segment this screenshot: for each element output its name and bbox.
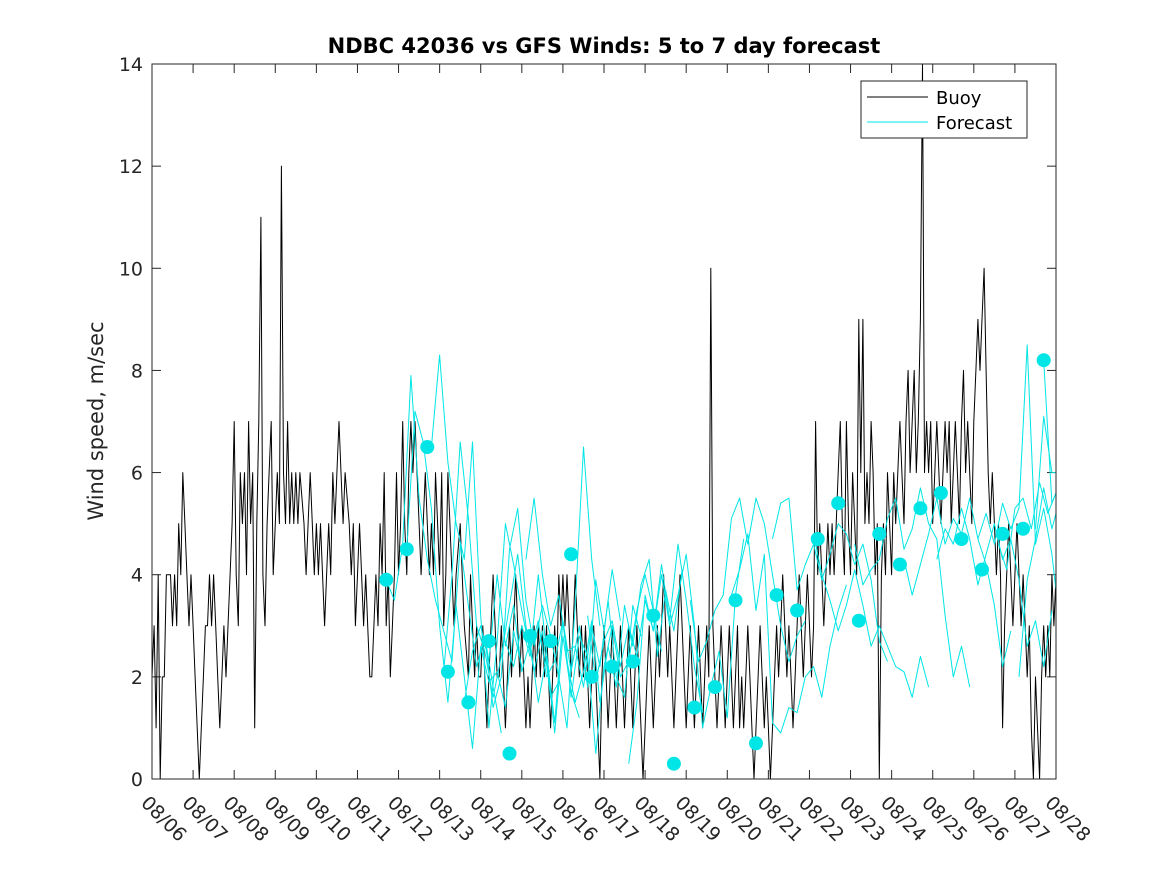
- forecast-marker: [892, 557, 907, 572]
- legend: Buoy Forecast: [860, 80, 1028, 139]
- forecast-run-line: [525, 497, 642, 698]
- plot-frame: [151, 63, 1057, 780]
- forecast-marker: [399, 542, 414, 557]
- y-tick-label: 0: [131, 769, 143, 791]
- forecast-run-line: [406, 410, 523, 749]
- forecast-marker: [543, 634, 558, 649]
- forecast-marker: [481, 634, 496, 649]
- forecast-run-line: [546, 574, 662, 754]
- forecast-marker: [975, 562, 989, 577]
- forecast-run-line: [689, 497, 806, 662]
- chart-title: NDBC 42036 vs GFS Winds: 5 to 7 day fore…: [328, 34, 881, 58]
- legend-label-forecast: Forecast: [936, 113, 1012, 134]
- forecast-marker: [1016, 521, 1031, 536]
- y-axis-title: Wind speed, m/sec: [84, 321, 108, 520]
- forecast-run-line: [443, 441, 560, 698]
- plot-area: [152, 64, 1056, 779]
- y-tick-label: 8: [131, 360, 143, 382]
- buoy-series-line: [151, 63, 1057, 780]
- forecast-run-line: [813, 533, 930, 698]
- series-layer: [151, 63, 1057, 780]
- forecast-run-line: [484, 446, 601, 729]
- forecast-marker: [584, 669, 599, 684]
- forecast-run-line: [936, 507, 1053, 668]
- forecast-marker: [933, 486, 948, 500]
- forecast-marker: [954, 532, 969, 546]
- forecast-marker: [523, 629, 537, 643]
- forecast-run-line: [895, 497, 1012, 668]
- forecast-marker: [1036, 353, 1051, 368]
- forecast-marker: [420, 440, 435, 454]
- forecast-marker: [790, 603, 805, 618]
- forecast-run-line: [772, 497, 888, 662]
- forecast-marker: [851, 613, 866, 628]
- y-tick-label: 12: [119, 156, 143, 178]
- forecast-marker: [605, 659, 620, 674]
- legend-label-buoy: Buoy: [936, 88, 982, 109]
- forecast-marker: [687, 700, 702, 715]
- forecast-marker: [707, 680, 722, 695]
- forecast-run-line: [730, 533, 847, 734]
- forecast-marker: [913, 501, 928, 516]
- forecast-marker: [502, 746, 517, 761]
- y-tick-label: 14: [119, 54, 143, 76]
- forecast-run-line: [1043, 360, 1057, 504]
- forecast-run-line: [385, 375, 502, 734]
- forecast-marker: [872, 526, 887, 541]
- forecast-marker: [831, 496, 846, 511]
- y-tick-labels: 0 2 4 6 8 10 12 14: [119, 54, 143, 791]
- forecast-run-line: [1035, 415, 1056, 529]
- y-tick-label: 6: [131, 463, 143, 485]
- forecast-marker: [440, 664, 455, 679]
- forecast-run-line: [998, 482, 1057, 571]
- forecast-marker: [769, 588, 784, 603]
- forecast-marker: [666, 756, 681, 771]
- forecast-run-line: [628, 538, 745, 764]
- forecast-marker: [995, 526, 1010, 541]
- forecast-run-line: [1018, 487, 1057, 677]
- forecast-marker: [810, 532, 825, 546]
- y-tick-label: 4: [131, 565, 143, 587]
- forecast-marker: [461, 695, 476, 710]
- forecast-markers: [379, 353, 1051, 771]
- forecast-marker: [749, 736, 763, 751]
- forecast-marker: [728, 593, 743, 608]
- y-tick-label: 2: [131, 667, 143, 689]
- forecast-marker: [379, 572, 394, 587]
- y-tick-label: 10: [119, 258, 143, 280]
- forecast-marker: [646, 608, 661, 623]
- forecast-run-line: [977, 344, 1057, 591]
- forecast-marker: [625, 654, 640, 669]
- legend-box: [860, 80, 1028, 139]
- forecast-run-line: [854, 487, 971, 688]
- forecast-marker: [564, 547, 579, 562]
- forecast-run-line: [566, 558, 683, 703]
